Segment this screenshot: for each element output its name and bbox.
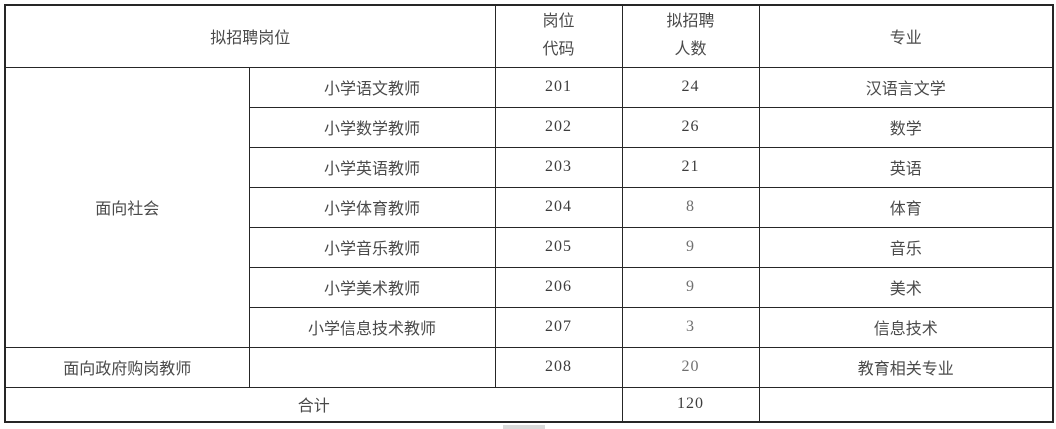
header-count: 拟招聘 人数	[621, 4, 760, 68]
code-cell: 208	[494, 346, 623, 388]
total-row: 合计 120	[4, 386, 1054, 423]
code-cell: 201	[494, 66, 623, 108]
table-row: 面向社会 小学语文教师 201 24 汉语言文学	[4, 66, 1054, 348]
position-cell: 小学语文教师	[248, 66, 496, 108]
header-code-line2: 代码	[542, 41, 575, 59]
code-cell: 207	[494, 306, 623, 348]
recruitment-table-container: 拟招聘岗位 岗位 代码 拟招聘 人数 专业 面向社会 小学语文教师 201 24…	[4, 4, 1055, 423]
count-cell: 9	[621, 226, 760, 268]
major-cell: 汉语言文学	[758, 66, 1054, 108]
position-cell: 小学英语教师	[248, 146, 496, 188]
table-row: 小学数学教师 202 26 数学	[5, 106, 1054, 148]
major-cell: 美术	[758, 266, 1054, 308]
position-cell: 小学体育教师	[248, 186, 496, 228]
count-cell: 20	[621, 346, 760, 388]
table-row: 小学英语教师 203 21 英语	[5, 146, 1054, 188]
count-cell: 3	[621, 306, 760, 348]
count-cell: 8	[621, 186, 760, 228]
total-major-cell-empty	[758, 386, 1054, 423]
category-cell-society: 面向社会	[4, 66, 250, 348]
header-major: 专业	[758, 4, 1054, 68]
major-cell: 音乐	[758, 226, 1054, 268]
code-cell: 206	[494, 266, 623, 308]
position-cell: 小学信息技术教师	[248, 306, 496, 348]
table-row: 小学美术教师 206 9 美术	[5, 266, 1054, 308]
header-row: 拟招聘岗位 岗位 代码 拟招聘 人数 专业	[4, 4, 1054, 68]
total-count-cell: 120	[621, 386, 760, 423]
count-cell: 26	[621, 106, 760, 148]
header-count-line2: 人数	[674, 41, 707, 59]
total-label-cell: 合计	[4, 386, 623, 423]
count-cell: 24	[621, 66, 760, 108]
recruitment-table: 拟招聘岗位 岗位 代码 拟招聘 人数 专业 面向社会 小学语文教师 201 24…	[4, 4, 1055, 423]
major-cell: 数学	[758, 106, 1054, 148]
header-position: 拟招聘岗位	[4, 4, 496, 68]
major-cell: 英语	[758, 146, 1054, 188]
header-count-line1: 拟招聘	[666, 13, 715, 31]
count-cell: 21	[621, 146, 760, 188]
table-row: 小学信息技术教师 207 3 信息技术	[5, 306, 1054, 348]
position-cell: 小学数学教师	[248, 106, 496, 148]
position-cell-empty	[248, 346, 496, 388]
position-cell: 小学音乐教师	[248, 226, 496, 268]
category-cell-government: 面向政府购岗教师	[4, 346, 250, 388]
header-code-line1: 岗位	[542, 13, 575, 31]
major-cell: 体育	[758, 186, 1054, 228]
major-cell: 信息技术	[758, 306, 1054, 348]
code-cell: 202	[494, 106, 623, 148]
major-cell: 教育相关专业	[758, 346, 1054, 388]
header-code: 岗位 代码	[494, 4, 623, 68]
position-cell: 小学美术教师	[248, 266, 496, 308]
code-cell: 204	[494, 186, 623, 228]
count-cell: 9	[621, 266, 760, 308]
cutoff-content-artifact	[503, 425, 545, 429]
code-cell: 203	[494, 146, 623, 188]
table-row-government: 面向政府购岗教师 208 20 教育相关专业	[4, 346, 1054, 388]
code-cell: 205	[494, 226, 623, 268]
table-row: 小学体育教师 204 8 体育	[5, 186, 1054, 228]
